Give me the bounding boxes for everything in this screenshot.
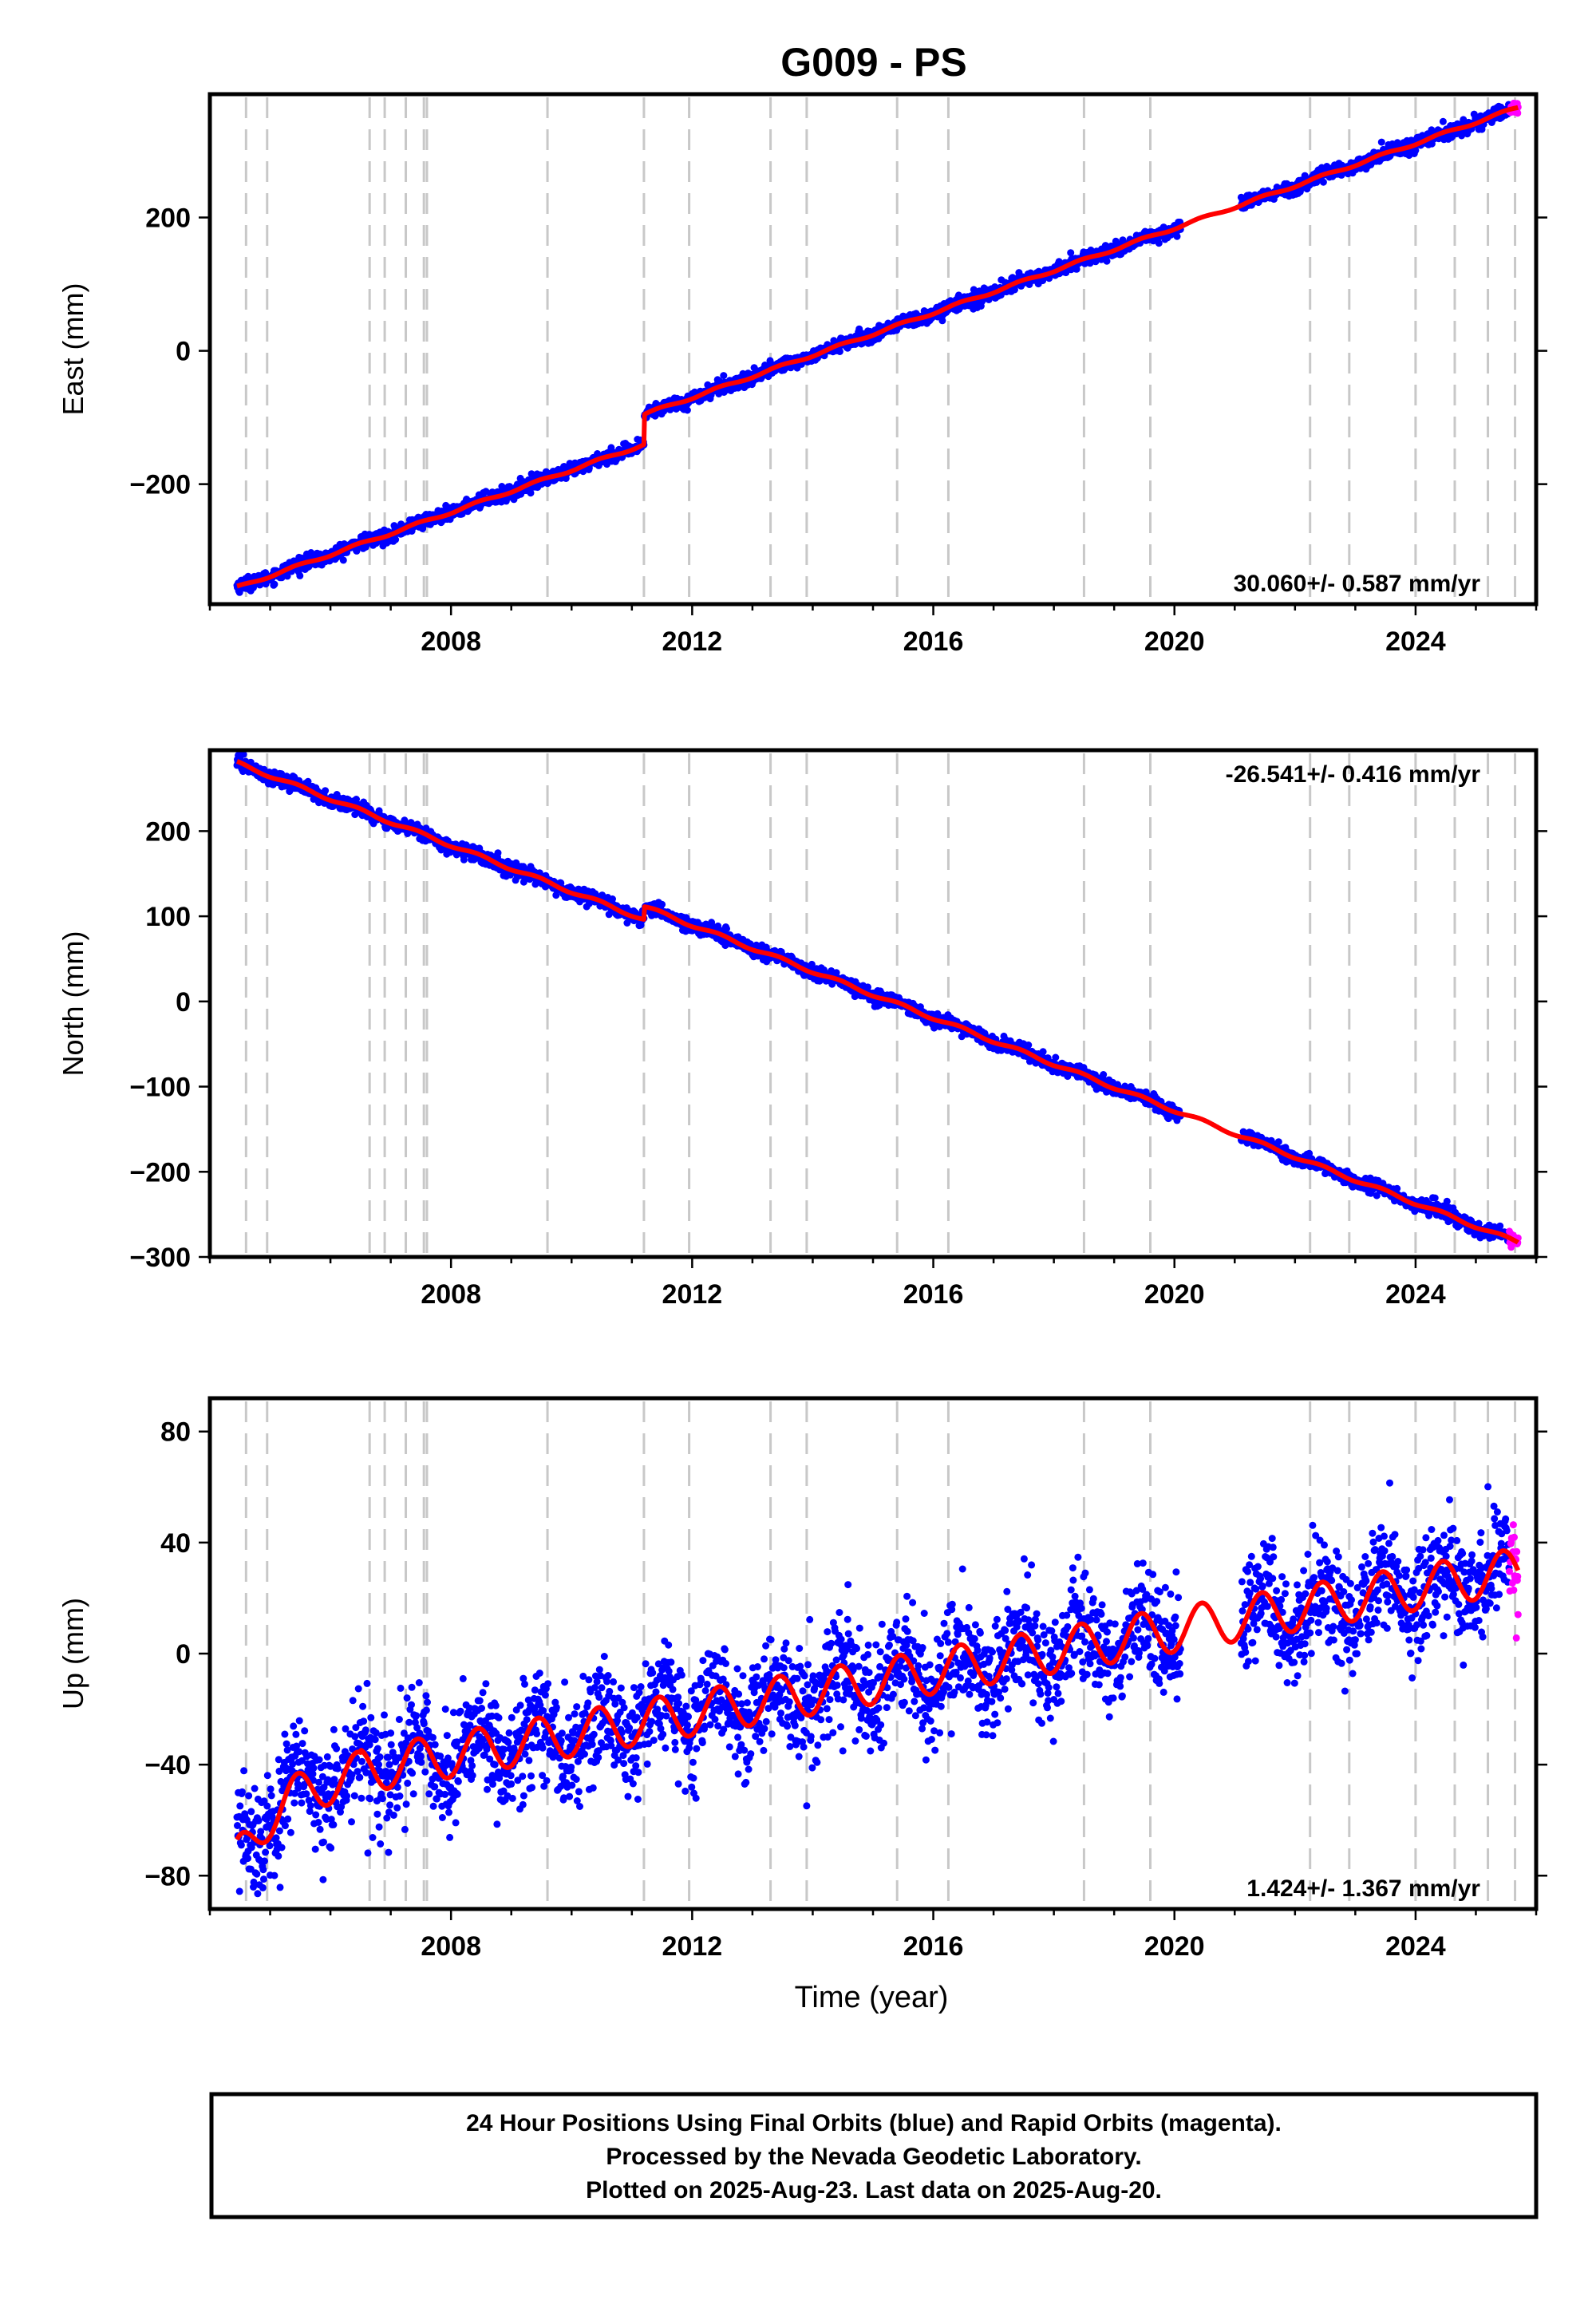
final-point [609, 895, 616, 903]
final-point [482, 488, 490, 496]
final-point [1103, 257, 1111, 265]
final-point [1067, 249, 1075, 257]
final-point [1025, 1041, 1033, 1049]
east-y-axis-label: East (mm) [57, 283, 89, 416]
final-point [720, 372, 728, 380]
final-point [1319, 178, 1327, 186]
chart-title: G009 - PS [780, 40, 966, 85]
final-point [527, 489, 535, 497]
x-tick-label: 2016 [903, 626, 964, 657]
final-point [339, 556, 347, 564]
final-point [271, 580, 279, 588]
final-point [322, 787, 330, 795]
final-point [836, 348, 843, 355]
final-point [1439, 117, 1447, 125]
final-point [1155, 239, 1163, 247]
final-point [494, 849, 502, 857]
east-panel: −200 0 200 2008 2012 2016 2020 2024 East (mm) 30.… [57, 92, 1547, 657]
final-point [1039, 1048, 1047, 1056]
final-point [1052, 1053, 1060, 1061]
final-point [458, 510, 466, 518]
x-tick-label: 2012 [662, 626, 723, 657]
final-point [938, 317, 946, 325]
y-tick-label: −200 [129, 470, 191, 500]
x-tick-label: 2020 [1144, 626, 1205, 657]
y-tick-label: 0 [176, 337, 191, 367]
final-point [658, 900, 666, 908]
final-point [1173, 232, 1181, 240]
final-point [1377, 138, 1385, 146]
final-point [392, 536, 400, 543]
final-point [283, 572, 291, 580]
final-point [296, 571, 304, 579]
final-point [1073, 265, 1080, 273]
final-point [723, 925, 730, 933]
final-point [683, 406, 691, 414]
east-rate-label: 30.060+/- 0.587 mm/yr [1234, 571, 1481, 597]
x-tick-label: 2024 [1385, 626, 1446, 657]
y-tick-label: 200 [145, 204, 191, 234]
x-tick-label: 2008 [421, 626, 481, 657]
